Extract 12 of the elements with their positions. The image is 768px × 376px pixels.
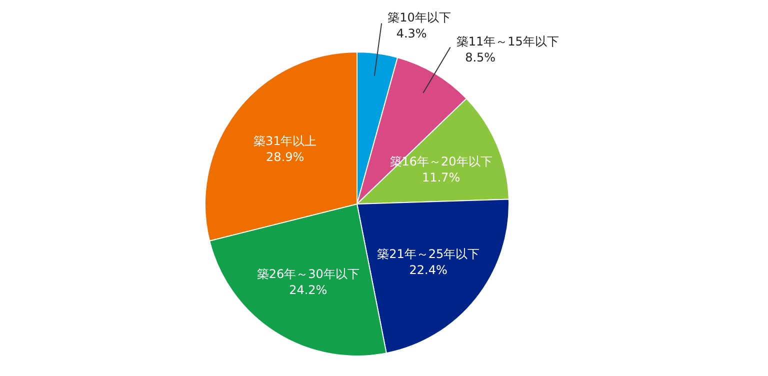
data-label: 22.4% bbox=[409, 262, 448, 277]
data-label: 11.7% bbox=[422, 170, 460, 185]
slice-label: 築31年以上 bbox=[253, 134, 317, 148]
slice-label: 築11年～15年以下 bbox=[456, 34, 559, 48]
slice-label: 築26年～30年以下 bbox=[256, 267, 360, 282]
data-label: 4.3% bbox=[396, 26, 427, 40]
slice-label: 築16年～20年以下 bbox=[390, 154, 492, 169]
data-label: 28.9% bbox=[266, 150, 304, 164]
slice-label: 築10年以下 bbox=[388, 10, 451, 24]
data-label: 8.5% bbox=[465, 50, 496, 64]
data-label: 24.2% bbox=[289, 283, 328, 298]
slice-label: 築21年～25年以下 bbox=[377, 246, 480, 261]
